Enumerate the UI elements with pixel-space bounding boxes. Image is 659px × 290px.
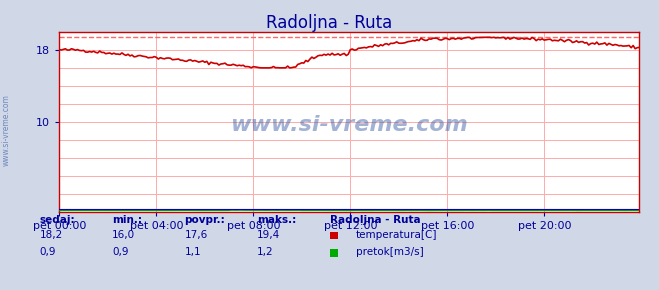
Text: povpr.:: povpr.: <box>185 215 225 225</box>
Text: maks.:: maks.: <box>257 215 297 225</box>
Text: temperatura[C]: temperatura[C] <box>356 230 438 240</box>
Text: 0,9: 0,9 <box>40 247 56 257</box>
Text: 18,2: 18,2 <box>40 230 63 240</box>
Text: 1,2: 1,2 <box>257 247 273 257</box>
Text: 1,1: 1,1 <box>185 247 201 257</box>
Text: Radoljna - Ruta: Radoljna - Ruta <box>266 14 393 32</box>
Text: 16,0: 16,0 <box>112 230 135 240</box>
Text: min.:: min.: <box>112 215 142 225</box>
Text: 0,9: 0,9 <box>112 247 129 257</box>
Text: www.si-vreme.com: www.si-vreme.com <box>2 95 11 166</box>
Text: 17,6: 17,6 <box>185 230 208 240</box>
Text: sedaj:: sedaj: <box>40 215 75 225</box>
Text: pretok[m3/s]: pretok[m3/s] <box>356 247 424 257</box>
Text: 19,4: 19,4 <box>257 230 280 240</box>
Text: Radoljna - Ruta: Radoljna - Ruta <box>330 215 420 225</box>
Text: www.si-vreme.com: www.si-vreme.com <box>231 115 468 135</box>
